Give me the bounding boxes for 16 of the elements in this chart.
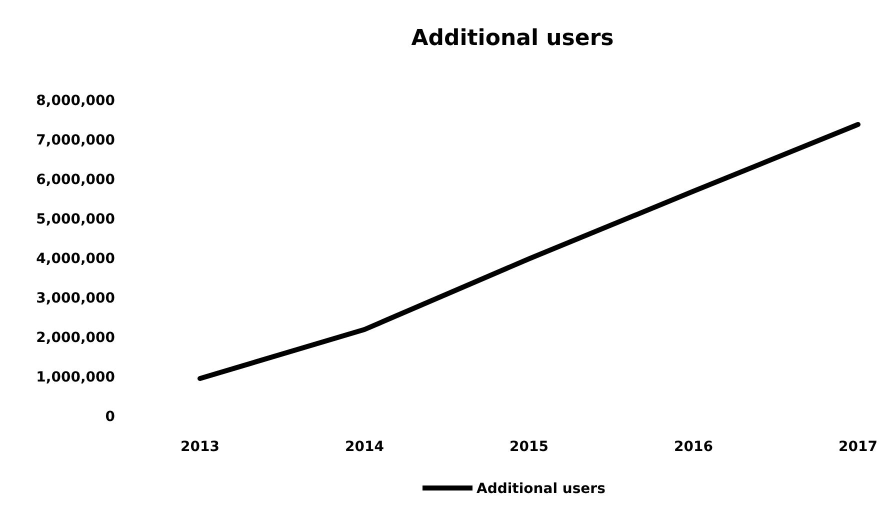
y-tick-label: 6,000,000 [36, 172, 116, 188]
y-tick-label: 8,000,000 [36, 92, 116, 109]
y-tick-label: 3,000,000 [36, 290, 116, 306]
y-tick-label: 5,000,000 [36, 211, 116, 228]
y-tick-label: 1,000,000 [36, 369, 116, 386]
chart-title: Additional users [411, 26, 614, 51]
y-tick-label: 2,000,000 [36, 330, 116, 346]
y-tick-label: 0 [105, 408, 116, 425]
y-tick-label: 7,000,000 [36, 132, 116, 148]
x-tick-label: 2014 [345, 439, 384, 455]
y-tick-label: 4,000,000 [36, 250, 116, 267]
x-tick-label: 2017 [838, 439, 878, 455]
x-tick-label: 2015 [510, 439, 548, 455]
x-tick-label: 2016 [674, 439, 713, 455]
legend-label: Additional users [476, 480, 606, 497]
x-tick-label: 2013 [180, 439, 220, 455]
